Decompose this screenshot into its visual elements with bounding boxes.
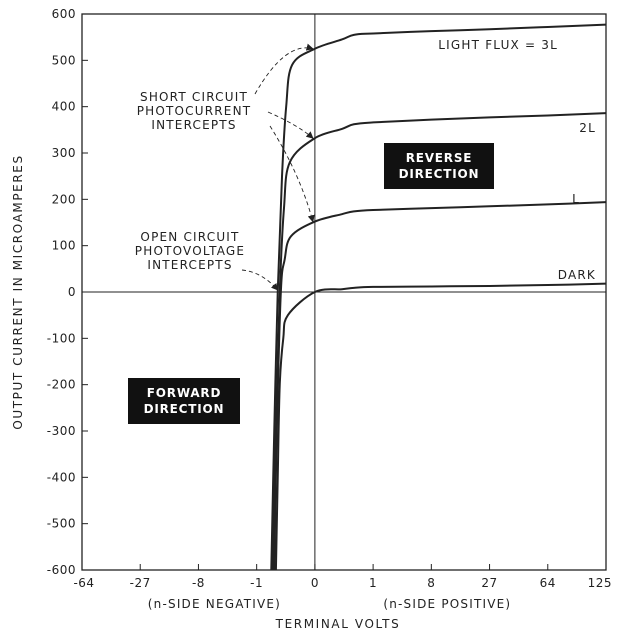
y-tick-label: 0: [68, 285, 76, 299]
x-axis-title: TERMINAL VOLTS: [275, 617, 401, 631]
y-tick-label: 500: [52, 53, 76, 67]
series-label: L: [572, 192, 580, 206]
x-tick-label: -8: [192, 576, 205, 590]
open-circuit-label: INTERCEPTS: [147, 258, 232, 272]
curve-3: [273, 201, 607, 571]
open-circuit-label: PHOTOVOLTAGE: [135, 244, 245, 258]
y-tick-label: 100: [52, 239, 76, 253]
curve-1: [270, 23, 607, 571]
y-tick-label: -100: [47, 331, 76, 345]
y-axis-title: OUTPUT CURRENT IN MICROAMPERES: [11, 154, 25, 429]
y-tick-label: 400: [52, 100, 76, 114]
forward-direction-text: DIRECTION: [144, 402, 225, 416]
reverse-direction-text: DIRECTION: [399, 167, 480, 181]
x-side-label-positive: (n-SIDE POSITIVE): [383, 597, 511, 611]
y-tick-label: -200: [47, 378, 76, 392]
short-circuit-arrow: [269, 125, 315, 223]
x-tick-label: -27: [130, 576, 151, 590]
reverse-direction-box: [384, 143, 494, 189]
open-circuit-label: OPEN CIRCUIT: [140, 230, 239, 244]
open-circuit-arrow: [241, 269, 279, 291]
y-tick-label: -500: [47, 517, 76, 531]
x-tick-label: 8: [427, 576, 435, 590]
x-tick-label: 1: [369, 576, 377, 590]
x-tick-label: 27: [481, 576, 497, 590]
short-circuit-label: PHOTOCURRENT: [137, 104, 252, 118]
short-circuit-label: INTERCEPTS: [151, 118, 236, 132]
y-tick-label: 600: [52, 7, 76, 21]
x-tick-label: -64: [73, 576, 94, 590]
reverse-direction-text: REVERSE: [406, 151, 473, 165]
y-tick-label: 200: [52, 192, 76, 206]
y-tick-label: 300: [52, 146, 76, 160]
y-tick-label: -300: [47, 424, 76, 438]
x-tick-label: 125: [588, 576, 612, 590]
series-label: LIGHT FLUX = 3L: [438, 38, 558, 52]
x-tick-label: 64: [540, 576, 556, 590]
forward-direction-box: [128, 378, 240, 424]
series-label: DARK: [558, 268, 596, 282]
short-circuit-arrow: [254, 43, 314, 95]
curve-4: [274, 282, 607, 571]
short-circuit-label: SHORT CIRCUIT: [140, 90, 248, 104]
series-label: 2L: [579, 121, 596, 135]
x-tick-label: -1: [250, 576, 263, 590]
forward-direction-text: FORWARD: [147, 386, 221, 400]
x-side-label-negative: (n-SIDE NEGATIVE): [148, 597, 281, 611]
short-circuit-arrow: [267, 111, 314, 139]
x-tick-label: 0: [311, 576, 319, 590]
y-tick-label: -400: [47, 470, 76, 484]
y-tick-label: -600: [47, 563, 76, 577]
